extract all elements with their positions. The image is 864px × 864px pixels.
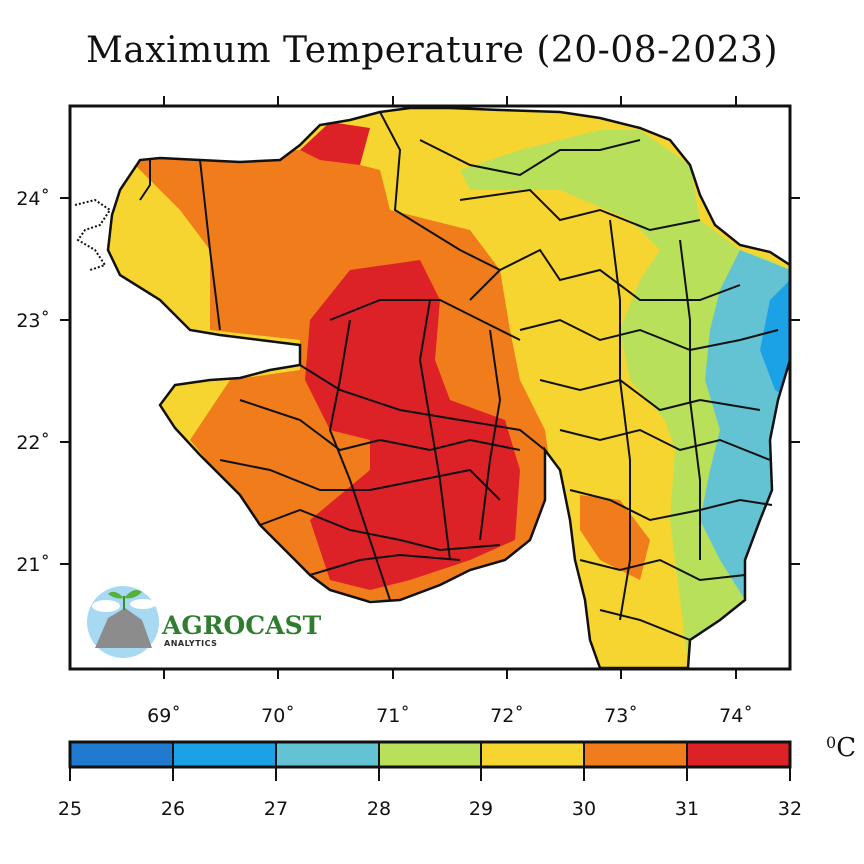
colorbar-label-31: 31	[675, 798, 699, 820]
zone-26-27	[760, 280, 790, 400]
colorbar: 25 26 27 28 29 30 31 32 0C	[58, 733, 856, 820]
colorbar-unit-main: C	[836, 733, 856, 763]
lon-label-69: 69˚	[147, 705, 181, 727]
colorbar-label-29: 29	[469, 798, 493, 820]
coastline-west	[74, 198, 112, 271]
logo-name: AGROCAST	[161, 611, 322, 640]
colorbar-label-25: 25	[58, 798, 82, 820]
colorbar-label-27: 27	[264, 798, 288, 820]
colorbar-bin-28-29	[379, 742, 481, 767]
colorbar-label-32: 32	[778, 798, 802, 820]
zone-30-31-se	[580, 495, 650, 580]
lon-label-73: 73˚	[604, 705, 638, 727]
agrocast-logo: AGROCAST ANALYTICS	[87, 586, 322, 658]
district-boundaries	[139, 111, 779, 641]
logo-rock-icon	[95, 608, 152, 648]
lat-label-21: 21˚	[16, 554, 50, 576]
logo-leaf-right-icon	[124, 590, 142, 599]
logo-leaf-left-icon	[108, 591, 124, 599]
colorbar-bin-29-30	[481, 742, 584, 767]
lon-label-74: 74˚	[719, 705, 753, 727]
logo-sub: ANALYTICS	[164, 639, 217, 648]
colorbar-bin-31-32	[687, 742, 790, 767]
lon-label-70: 70˚	[261, 705, 295, 727]
colorbar-bin-25-26	[70, 742, 173, 767]
colorbar-label-30: 30	[572, 798, 596, 820]
lon-ticks	[163, 96, 737, 679]
colorbar-label-26: 26	[161, 798, 185, 820]
colorbar-bin-27-28	[276, 742, 379, 767]
colorbar-bin-30-31	[584, 742, 687, 767]
colorbar-unit: 0C	[826, 733, 856, 763]
colorbar-unit-sup: 0	[826, 733, 836, 752]
lon-label-71: 71˚	[376, 705, 410, 727]
zone-28-29	[460, 130, 790, 668]
colorbar-frame	[68, 740, 792, 769]
map-frame	[68, 104, 792, 671]
lat-label-23: 23˚	[16, 310, 50, 332]
colorbar-bin-26-27	[173, 742, 276, 767]
logo-cloud-right-icon	[130, 599, 156, 609]
lat-ticks	[60, 197, 800, 565]
zone-31-32-north	[300, 122, 370, 165]
colorbar-label-28: 28	[367, 798, 391, 820]
page-title: Maximum Temperature (20-08-2023)	[86, 30, 778, 71]
lat-label-22: 22˚	[16, 432, 50, 454]
region-outline	[106, 106, 792, 670]
colorbar-ticks	[69, 742, 791, 781]
lat-label-24: 24˚	[16, 188, 50, 210]
logo-cloud-left-icon	[92, 600, 120, 612]
lon-label-72: 72˚	[490, 705, 524, 727]
